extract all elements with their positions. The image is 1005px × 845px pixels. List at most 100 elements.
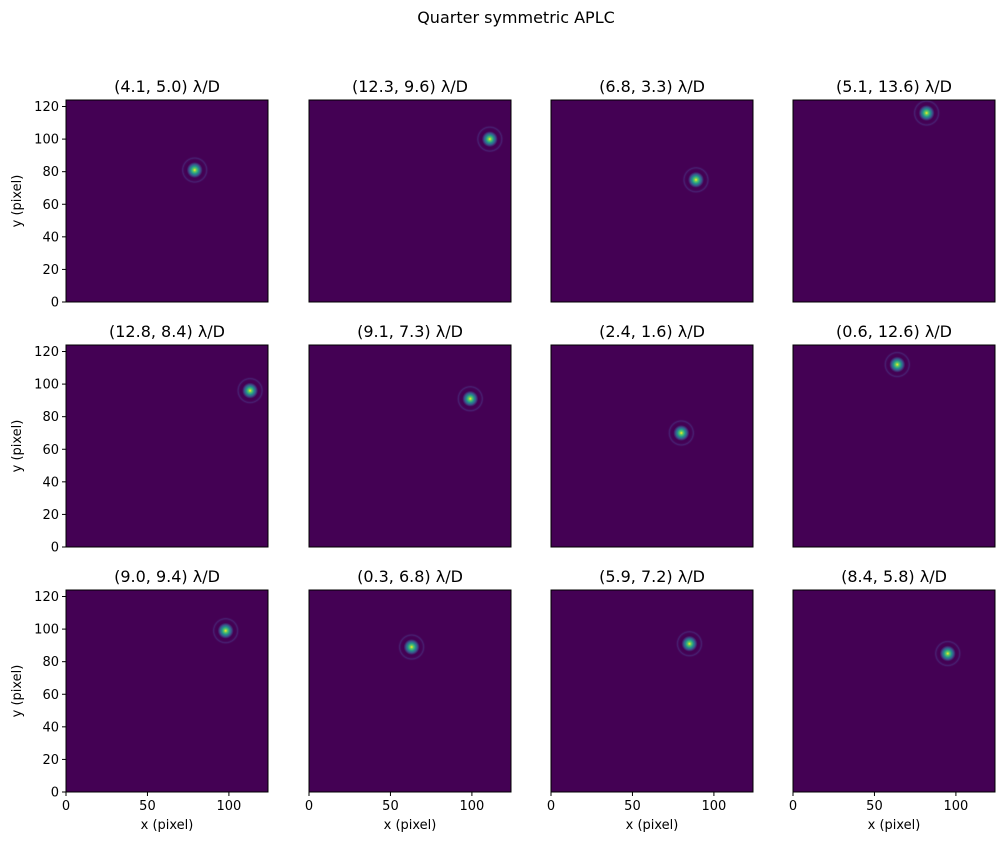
panel-title: (5.1, 13.6) λ/D [836, 77, 952, 96]
panel-title: (9.0, 9.4) λ/D [114, 567, 220, 586]
x-tick-label: 100 [216, 799, 241, 814]
y-tick-label: 80 [42, 655, 59, 670]
panel-12: (8.4, 5.8) λ/D 0 50 100 x (pixel) [789, 567, 996, 833]
axes-frame [65, 344, 269, 548]
panel-title: (5.9, 7.2) λ/D [599, 567, 705, 586]
y-tick-label: 0 [51, 541, 59, 556]
figure-title: Quarter symmetric APLC [417, 8, 615, 27]
x-axis-label: x (pixel) [868, 818, 921, 833]
panel-9: (9.0, 9.4) λ/D 0 20 40 60 80 100 120 y (pixel) 0 5… [10, 567, 269, 833]
axes-frame [308, 589, 512, 793]
axes-frame [550, 344, 754, 548]
y-tick-label: 100 [34, 378, 59, 393]
image-background [793, 100, 995, 302]
psf-spot [673, 424, 690, 441]
x-tick-label: 50 [624, 799, 641, 814]
panel-title: (0.3, 6.8) λ/D [357, 567, 463, 586]
panel-title: (9.1, 7.3) λ/D [357, 322, 463, 341]
axes-frame [308, 344, 512, 548]
panel-2: (12.3, 9.6) λ/D [308, 77, 512, 303]
image-background [551, 100, 753, 302]
y-tick-label: 120 [34, 100, 59, 115]
psf-spot [403, 639, 420, 656]
x-tick-label: 0 [547, 799, 555, 814]
x-tick-label: 50 [866, 799, 883, 814]
y-axis-label: y (pixel) [10, 665, 25, 718]
y-axis-label: y (pixel) [10, 420, 25, 473]
panel-title: (2.4, 1.6) λ/D [599, 322, 705, 341]
image-background [551, 590, 753, 792]
panel-title: (8.4, 5.8) λ/D [841, 567, 947, 586]
psf-spot [481, 131, 498, 148]
x-tick-label: 50 [139, 799, 156, 814]
y-tick-label: 20 [42, 753, 59, 768]
panel-11: (5.9, 7.2) λ/D 0 50 100 x (pixel) [547, 567, 754, 833]
axes-frame [65, 589, 269, 793]
psf-spot [889, 356, 906, 373]
panel-title: (0.6, 12.6) λ/D [836, 322, 952, 341]
panel-title: (12.3, 9.6) λ/D [352, 77, 468, 96]
panel-7: (2.4, 1.6) λ/D [550, 322, 754, 548]
x-axis-label: x (pixel) [141, 818, 194, 833]
y-tick-label: 40 [42, 230, 59, 245]
axes-frame [550, 589, 754, 793]
image-background [551, 345, 753, 547]
panel-title: (6.8, 3.3) λ/D [599, 77, 705, 96]
y-tick-label: 120 [34, 590, 59, 605]
image-background [66, 345, 268, 547]
psf-spot [242, 382, 259, 399]
y-tick-label: 100 [34, 133, 59, 148]
axes-frame [792, 589, 996, 793]
axes-frame [792, 99, 996, 303]
panel-8: (0.6, 12.6) λ/D [792, 322, 996, 548]
image-background [309, 590, 511, 792]
panel-5: (12.8, 8.4) λ/D 0 20 40 60 80 100 120 y (pixel) [10, 322, 269, 556]
y-tick-label: 60 [42, 198, 59, 213]
y-tick-label: 40 [42, 720, 59, 735]
axes-frame [65, 99, 269, 303]
x-tick-label: 100 [701, 799, 726, 814]
x-axis-label: x (pixel) [384, 818, 437, 833]
axes-frame [792, 344, 996, 548]
panel-title: (12.8, 8.4) λ/D [109, 322, 225, 341]
image-background [793, 590, 995, 792]
psf-spot [918, 105, 935, 122]
image-background [309, 345, 511, 547]
y-tick-label: 60 [42, 688, 59, 703]
panel-title: (4.1, 5.0) λ/D [114, 77, 220, 96]
y-tick-label: 100 [34, 623, 59, 638]
y-tick-label: 20 [42, 508, 59, 523]
panel-10: (0.3, 6.8) λ/D 0 50 100 x (pixel) [305, 567, 512, 833]
psf-spot [186, 162, 203, 179]
x-tick-label: 100 [459, 799, 484, 814]
y-tick-label: 0 [51, 296, 59, 311]
image-background [66, 100, 268, 302]
psf-spot [687, 171, 704, 188]
psf-spot [462, 390, 479, 407]
x-tick-label: 100 [943, 799, 968, 814]
y-tick-label: 80 [42, 410, 59, 425]
x-tick-label: 0 [305, 799, 313, 814]
axes-frame [550, 99, 754, 303]
x-tick-label: 0 [62, 799, 70, 814]
psf-spot [681, 635, 698, 652]
x-axis-label: x (pixel) [626, 818, 679, 833]
psf-spot [939, 645, 956, 662]
y-axis-label: y (pixel) [10, 175, 25, 228]
y-tick-label: 120 [34, 345, 59, 360]
y-tick-label: 80 [42, 165, 59, 180]
panel-1: (4.1, 5.0) λ/D 0 20 40 60 80 100 120 y (pixel) [10, 77, 269, 311]
panel-4: (5.1, 13.6) λ/D [792, 77, 996, 303]
y-tick-label: 0 [51, 786, 59, 801]
psf-spot [217, 622, 234, 639]
x-tick-label: 0 [789, 799, 797, 814]
axes-frame [308, 99, 512, 303]
y-tick-label: 60 [42, 443, 59, 458]
y-tick-label: 20 [42, 263, 59, 278]
x-tick-label: 50 [382, 799, 399, 814]
panel-6: (9.1, 7.3) λ/D [308, 322, 512, 548]
y-tick-label: 40 [42, 475, 59, 490]
panel-3: (6.8, 3.3) λ/D [550, 77, 754, 303]
